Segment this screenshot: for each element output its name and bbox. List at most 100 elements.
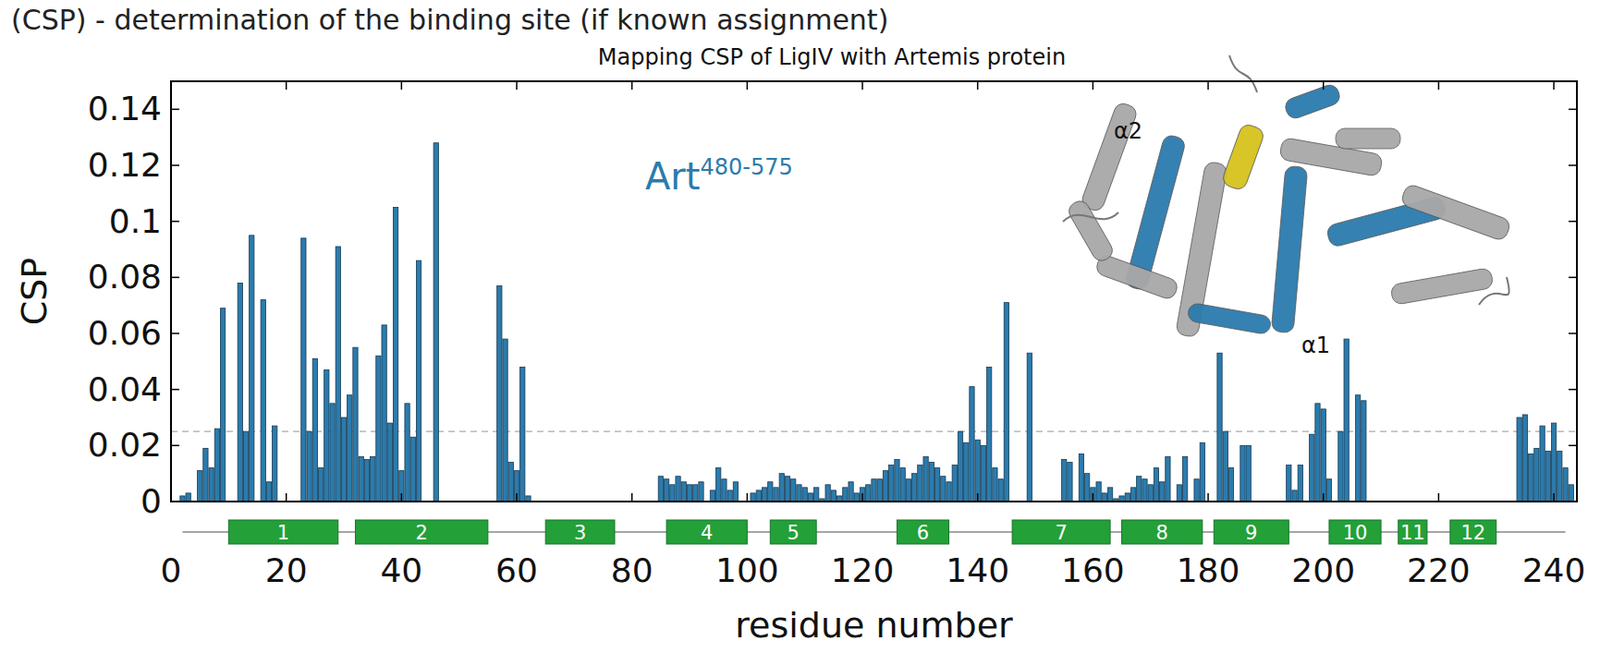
helix bbox=[1213, 520, 1289, 545]
x-tick bbox=[170, 493, 172, 502]
helix bbox=[1329, 520, 1381, 545]
x-tick-label: 100 bbox=[715, 551, 780, 590]
bar bbox=[1153, 468, 1159, 502]
bar bbox=[185, 493, 191, 502]
bar bbox=[940, 476, 946, 502]
helix-shape bbox=[1400, 183, 1513, 243]
bar bbox=[381, 325, 387, 502]
y-tick bbox=[1568, 445, 1577, 448]
bar bbox=[796, 485, 802, 502]
bar bbox=[709, 490, 715, 502]
bar bbox=[854, 493, 859, 502]
helix bbox=[769, 520, 817, 545]
y-tick-label: 0.08 bbox=[87, 257, 162, 296]
bar bbox=[871, 479, 877, 502]
bar bbox=[203, 448, 208, 502]
bar bbox=[686, 485, 692, 502]
bar bbox=[756, 490, 761, 502]
bar bbox=[324, 369, 330, 502]
bar bbox=[1516, 417, 1522, 502]
bar bbox=[980, 445, 986, 502]
bar bbox=[802, 488, 807, 502]
bar bbox=[681, 482, 686, 502]
bar bbox=[721, 479, 727, 502]
bar bbox=[889, 465, 894, 502]
bar bbox=[249, 235, 255, 502]
bar bbox=[312, 358, 318, 502]
x-tick bbox=[1438, 81, 1441, 90]
bar bbox=[952, 465, 957, 502]
bar bbox=[353, 347, 358, 502]
bar bbox=[1101, 493, 1107, 502]
bar bbox=[1326, 479, 1332, 502]
bar bbox=[807, 493, 813, 502]
bar bbox=[392, 207, 398, 503]
bar bbox=[784, 476, 790, 502]
bar bbox=[928, 463, 934, 502]
bar bbox=[306, 431, 312, 502]
bar bbox=[761, 488, 767, 502]
bar bbox=[1245, 445, 1251, 502]
structure-label: α2 bbox=[1113, 118, 1143, 145]
bar bbox=[1078, 453, 1084, 502]
frame bbox=[170, 81, 1577, 502]
helix-shape bbox=[1221, 122, 1266, 193]
bar bbox=[520, 366, 526, 502]
y-tick-label: 0.02 bbox=[87, 426, 162, 465]
bar bbox=[1522, 415, 1527, 502]
x-tick bbox=[285, 493, 288, 502]
helix bbox=[228, 520, 338, 545]
bar bbox=[791, 479, 796, 502]
y-tick bbox=[1568, 332, 1577, 335]
helix-label: 8 bbox=[1155, 522, 1168, 545]
y-tick bbox=[170, 445, 180, 448]
x-tick bbox=[977, 81, 979, 90]
chart: (CSP) - determination of the binding sit… bbox=[0, 0, 1600, 653]
bar bbox=[219, 308, 225, 502]
bar bbox=[779, 474, 784, 502]
helix-shape bbox=[1186, 302, 1272, 335]
bar bbox=[1240, 445, 1246, 502]
bar bbox=[1292, 490, 1297, 502]
bar bbox=[364, 460, 369, 503]
bar bbox=[663, 479, 669, 502]
y-tick-label: 0.04 bbox=[87, 370, 162, 409]
x-tick-label: 200 bbox=[1291, 551, 1356, 590]
x-tick bbox=[1552, 493, 1555, 502]
y-tick bbox=[1568, 500, 1577, 503]
bar bbox=[266, 482, 271, 502]
y-tick bbox=[1568, 109, 1577, 111]
bar bbox=[1003, 303, 1009, 502]
y-tick bbox=[170, 389, 180, 391]
x-tick-label: 180 bbox=[1176, 551, 1241, 590]
bar bbox=[987, 366, 992, 502]
bar bbox=[670, 485, 675, 502]
x-tick bbox=[861, 493, 864, 502]
helix-label: 4 bbox=[700, 522, 713, 545]
bar bbox=[773, 488, 779, 502]
bar bbox=[415, 260, 421, 502]
y-tick-label: 0.1 bbox=[109, 202, 162, 241]
x-tick bbox=[1092, 493, 1095, 502]
bar bbox=[1545, 451, 1551, 502]
bar bbox=[347, 395, 353, 502]
helix-shape bbox=[1282, 82, 1343, 121]
bar bbox=[335, 246, 341, 502]
y-tick bbox=[170, 164, 180, 167]
x-tick bbox=[977, 493, 979, 502]
bar bbox=[214, 428, 220, 502]
bar bbox=[1199, 442, 1205, 502]
bar bbox=[1090, 488, 1096, 502]
bar bbox=[1222, 431, 1228, 502]
bar bbox=[1557, 451, 1563, 502]
helix-label: 11 bbox=[1400, 522, 1426, 545]
x-tick-label: 60 bbox=[495, 551, 538, 590]
y-tick bbox=[170, 109, 180, 111]
bars bbox=[180, 143, 1575, 502]
bar bbox=[399, 471, 404, 502]
x-tick bbox=[1092, 81, 1095, 90]
bar bbox=[964, 442, 969, 502]
bar bbox=[208, 468, 214, 502]
y-tick bbox=[170, 332, 180, 335]
bar bbox=[1228, 468, 1234, 502]
